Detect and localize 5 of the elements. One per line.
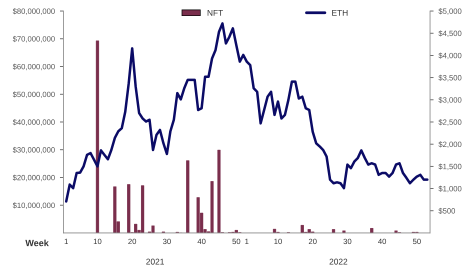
text: 2021	[146, 258, 164, 265]
legend-label: NFT	[208, 10, 223, 16]
legend-label: ETH	[332, 10, 348, 16]
x-axis-title: Week	[25, 240, 49, 246]
text: 2022	[330, 258, 348, 265]
